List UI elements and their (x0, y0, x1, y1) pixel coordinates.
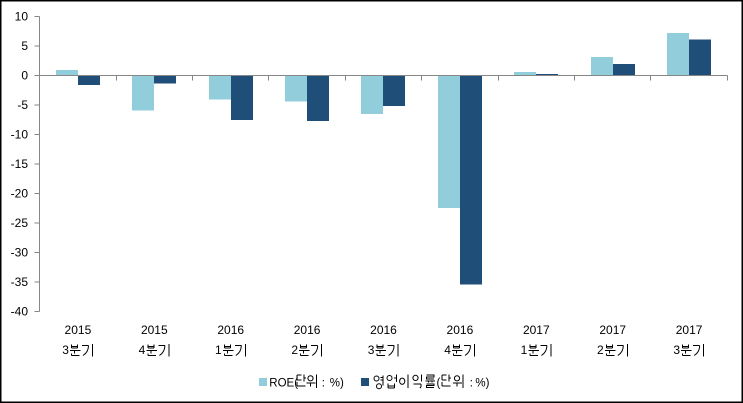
svg-text:%): %) (330, 378, 344, 390)
svg-text:2017: 2017 (599, 323, 626, 337)
svg-text::: : (470, 378, 473, 390)
svg-text::: : (322, 378, 325, 390)
svg-text:-20: -20 (11, 187, 29, 201)
svg-text:-5: -5 (17, 98, 28, 112)
svg-text:4: 4 (444, 343, 451, 357)
svg-text:-15: -15 (11, 157, 29, 171)
svg-text:2: 2 (597, 343, 604, 357)
svg-text:2: 2 (291, 343, 298, 357)
svg-text:2016: 2016 (447, 323, 474, 337)
svg-text:1: 1 (521, 343, 528, 357)
svg-text:(: ( (437, 378, 441, 390)
svg-text:3: 3 (673, 343, 680, 357)
svg-text:%): %) (475, 378, 489, 390)
svg-text:2015: 2015 (141, 323, 168, 337)
svg-text:2016: 2016 (370, 323, 397, 337)
svg-text:-40: -40 (11, 305, 29, 319)
svg-text:0: 0 (21, 69, 28, 83)
svg-text:2016: 2016 (294, 323, 321, 337)
svg-text:4: 4 (139, 343, 146, 357)
svg-text:-35: -35 (11, 275, 29, 289)
svg-text:-10: -10 (11, 128, 29, 142)
svg-text:-25: -25 (11, 216, 29, 230)
svg-text:3: 3 (62, 343, 69, 357)
svg-text:2015: 2015 (65, 323, 92, 337)
svg-text:1: 1 (215, 343, 222, 357)
svg-text:-30: -30 (11, 246, 29, 260)
svg-text:2017: 2017 (676, 323, 703, 337)
svg-text:ROE(: ROE( (269, 378, 298, 390)
svg-text:2017: 2017 (523, 323, 550, 337)
svg-text:5: 5 (21, 39, 28, 53)
svg-text:3: 3 (368, 343, 375, 357)
svg-text:10: 10 (15, 10, 29, 24)
svg-text:2016: 2016 (217, 323, 244, 337)
